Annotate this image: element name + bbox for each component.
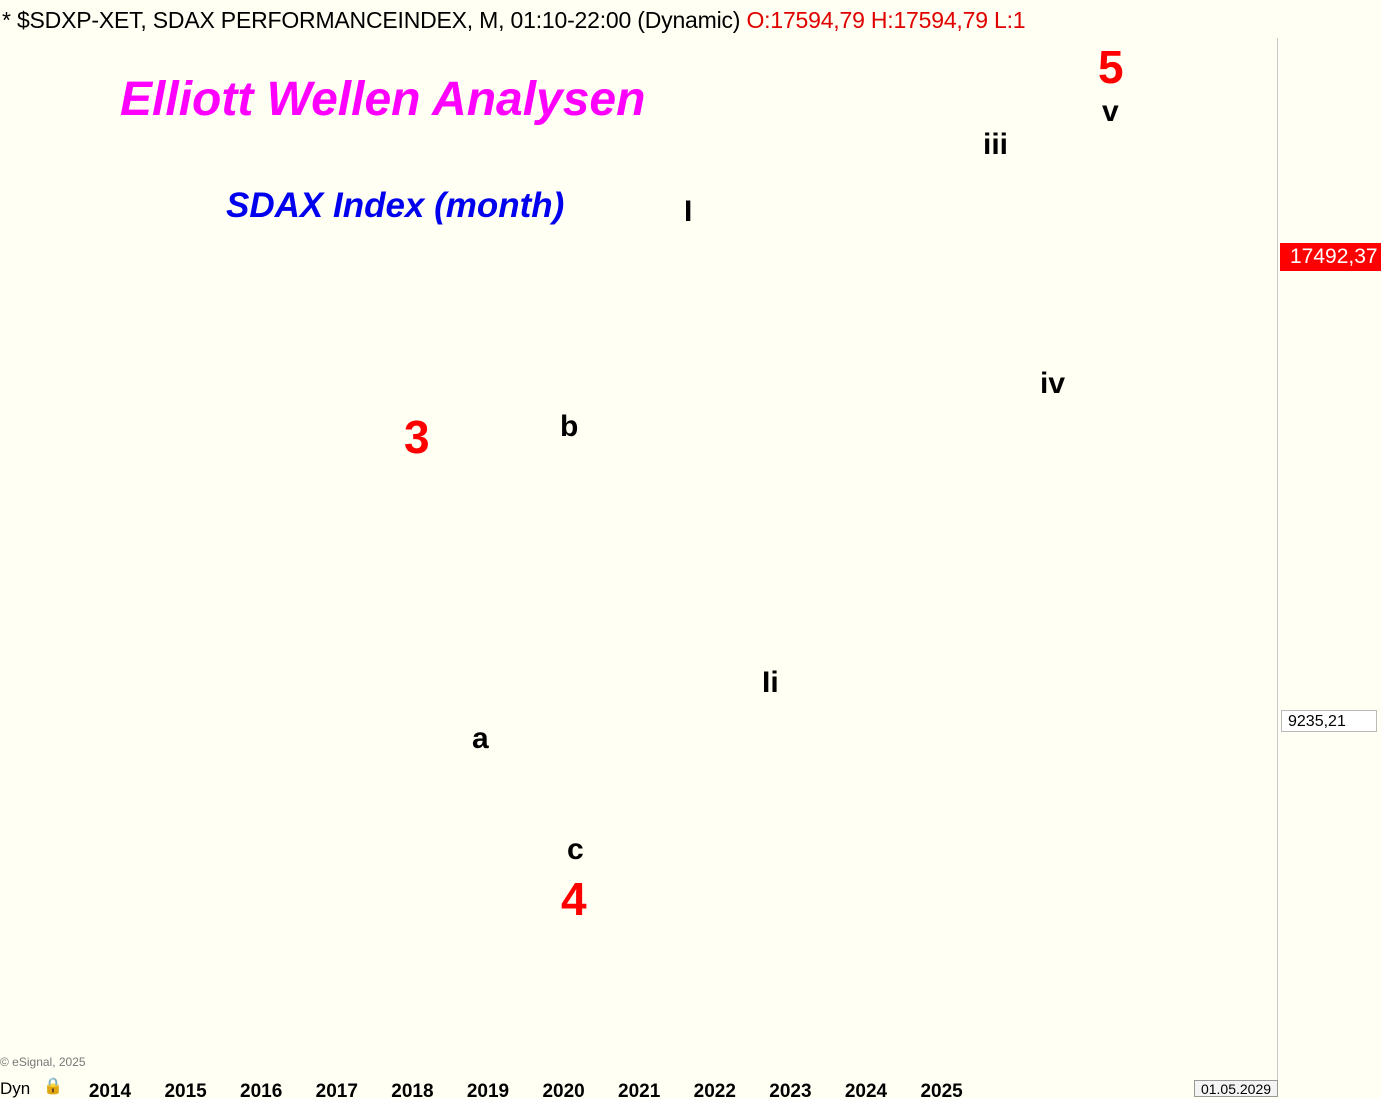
wave-label-ii: Ii [762,666,779,699]
wave-label-3: 3 [404,411,430,463]
ticker-header: * $SDXP-XET, SDAX PERFORMANCEINDEX, M, 0… [2,7,1026,34]
wave-label-iv: iv [1040,367,1066,400]
ohlc-readout: O:17594,79 H:17594,79 L:1 [746,7,1026,33]
mode-label[interactable]: Dyn [0,1079,31,1098]
wave-label-5: 5 [1098,41,1124,93]
chart-subtitle: SDAX Index (month) [226,186,565,225]
last-price-badge: 17492,37 [1280,243,1381,271]
wave-label-4: 4 [561,873,587,925]
wave-label-iii: iii [983,128,1009,161]
price-axis[interactable] [1277,0,1381,1097]
chart-title: Elliott Wellen Analysen [120,73,646,126]
wave-label-c: c [567,833,584,866]
ticker-description: * $SDXP-XET, SDAX PERFORMANCEINDEX, M, 0… [2,7,741,33]
end-date-badge: 01.05.2029 [1194,1080,1278,1097]
header-mask [1277,0,1281,38]
wave-label-v: v [1102,95,1119,128]
wave-label-i: I [684,195,693,228]
wave-label-a: a [472,722,489,755]
wave-label-b: b [560,410,579,443]
lock-icon[interactable]: 🔒 [43,1078,63,1095]
copyright-label: © eSignal, 2025 [0,1055,86,1069]
low-price-badge: 9235,21 [1281,710,1377,732]
